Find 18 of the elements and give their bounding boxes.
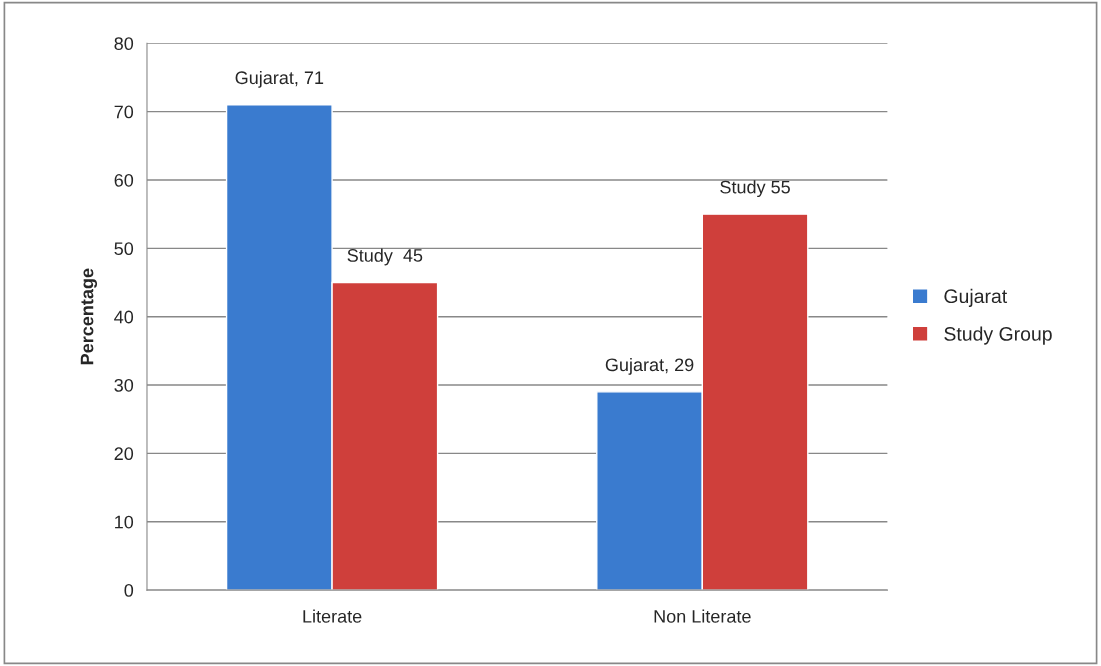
y-tick-label: 70 [114,105,134,119]
y-tick-label: 60 [114,173,134,187]
y-axis-title: Percentage [80,268,98,365]
y-tick-label: 50 [114,242,134,256]
y-tick-label: 20 [114,447,134,461]
y-tick-label: 40 [114,310,134,324]
legend-label: Gujarat [944,288,1008,307]
y-tick-label: 10 [115,515,134,529]
y-tick-label: 0 [124,584,134,597]
y-tick-label: 30 [114,378,134,392]
data-label: Gujarat, 71 [235,70,324,88]
legend-label: Study Group [944,326,1052,345]
data-label: Study 55 [720,180,790,198]
x-tick-label: Literate [303,609,362,623]
x-tick-label: Non Literate [654,609,751,623]
data-label: Study 45 [347,248,423,266]
y-tick-label: 80 [114,37,134,51]
data-label: Gujarat, 29 [605,357,694,375]
